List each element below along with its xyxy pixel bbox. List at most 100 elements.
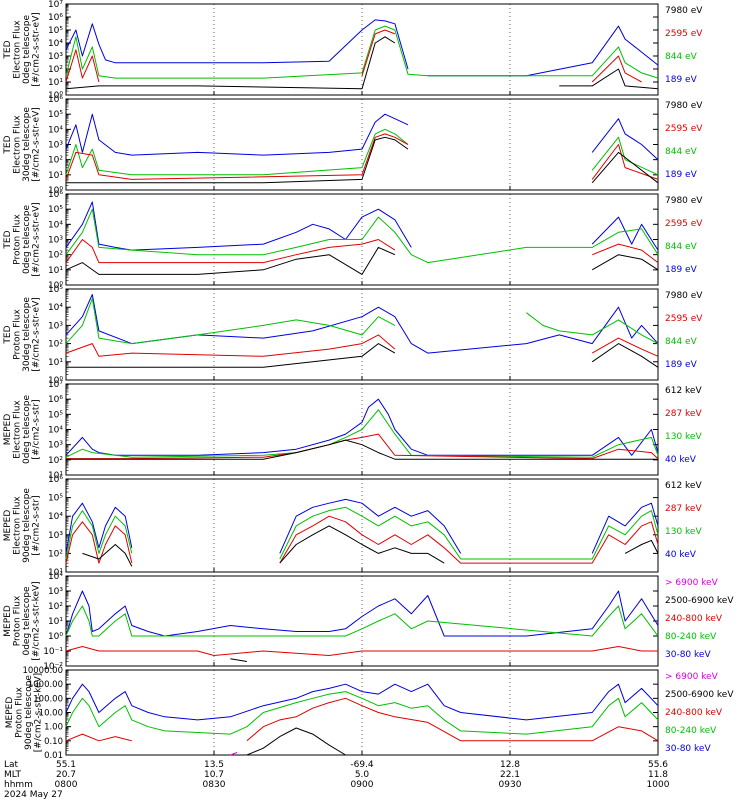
legend-entry: > 6900 keV: [665, 672, 719, 682]
x-tick-label: 1000: [647, 780, 670, 790]
panel-7: 10⁻² 10⁻¹ 10⁰ 10¹ 10² 10³ 10⁴ MEPED Proton Flux 0…: [3, 572, 734, 672]
y-axis-label-line: [#/cm2-s-str-eV]: [32, 297, 42, 372]
x-tick-label: 0930: [499, 780, 522, 790]
y-tick-label: 10¹: [48, 78, 63, 88]
x-tick-label: 55.1: [56, 760, 76, 770]
y-axis-label-line: [#/cm2-s-str-eV]: [32, 12, 42, 87]
legend-entry: 40 keV: [665, 550, 697, 560]
x-tick-label: 55.6: [648, 760, 668, 770]
panel-6: 10¹ 10² 10³ 10⁴ 10⁵ 10⁶ MEPED Electron Flux 90de…: [3, 475, 702, 578]
legend-entry: 2595 eV: [665, 29, 703, 39]
y-axis-label-line: Electron Flux: [13, 400, 23, 459]
y-tick-label: 10⁴: [48, 220, 63, 230]
legend-entry: 612 keV: [665, 481, 702, 491]
legend-entry: 80-240 keV: [665, 726, 717, 736]
series-line: [65, 25, 659, 79]
panel-5: 10¹ 10² 10³ 10⁴ 10⁵ 10⁶ 10⁷ MEPED Electron Flux 0…: [3, 380, 702, 481]
y-axis-label-line: MEPED: [5, 697, 15, 729]
legend-entry: 844 eV: [665, 242, 698, 252]
legend-entry: 130 keV: [665, 527, 702, 537]
y-axis-label-line: TED: [3, 325, 13, 344]
y-tick-label: 10⁵: [48, 410, 63, 420]
y-axis-label: MEPED Proton Flux 90deg telescope [#/cm2-s-…: [5, 673, 44, 752]
legend-entry: 7980 eV: [665, 196, 703, 206]
y-axis-label: TED Proton Flux 0deg telescope [#/cm2-s-str…: [3, 202, 42, 277]
y-tick-label: 10¹: [48, 266, 63, 276]
y-tick-label: 10³: [48, 52, 63, 62]
x-row-label-hhmm: hhmm: [4, 780, 33, 790]
legend-entry: 240-800 keV: [665, 708, 723, 718]
y-axis-label-line: [#/cm2-s-str-keV]: [34, 673, 44, 752]
legend-entry: 2500-6900 keV: [665, 596, 734, 606]
y-tick-label: 10⁵: [48, 285, 63, 295]
panel-2: 10⁰ 10¹ 10² 10³ 10⁴ 10⁵ 10⁶ TED Electron Flux 30d…: [3, 95, 703, 196]
x-tick-label: 12.8: [500, 760, 520, 770]
y-axis-label: MEPED Proton Flux 0deg telescope [#/cm2-s-s…: [3, 581, 42, 660]
legend-entry: 240-800 keV: [665, 614, 723, 624]
series-line: [65, 334, 659, 357]
y-axis-label-line: [#/cm2-s-str-keV]: [32, 581, 42, 660]
x-tick-label: 0900: [351, 780, 374, 790]
panel-4: 10⁰ 10¹ 10² 10³ 10⁴ 10⁵ TED Proton Flux 30deg te…: [3, 285, 703, 386]
y-axis-label-line: Proton Flux: [13, 595, 23, 646]
y-axis-label-line: [#/cm2-s-str]: [32, 399, 42, 459]
y-tick-label: 10⁶: [48, 190, 63, 200]
legend-entry: 844 eV: [665, 337, 698, 347]
y-axis-label-line: MEPED: [3, 510, 13, 542]
legend-entry: 2595 eV: [665, 124, 703, 134]
legend-entry: 130 keV: [665, 432, 702, 442]
series-line: [246, 727, 346, 756]
series-line: [65, 398, 659, 456]
y-tick-label: 10⁰: [48, 281, 63, 291]
series-line: [230, 752, 238, 756]
series-line: [65, 208, 659, 264]
y-axis-label-line: Proton Flux: [13, 214, 23, 265]
legend-entry: 30-80 keV: [665, 744, 711, 754]
y-tick-label: 10²: [48, 549, 63, 559]
x-tick-label: 0800: [55, 780, 78, 790]
x-row-label-lat: Lat: [4, 760, 19, 770]
legend-entry: 7980 eV: [665, 101, 703, 111]
legend-entry: 287 keV: [665, 504, 702, 514]
y-tick-label: 10³: [48, 141, 63, 151]
y-axis-label: MEPED Electron Flux 0deg telescope [#/cm2-s…: [3, 395, 42, 465]
y-tick-label: 10⁴: [48, 512, 63, 522]
x-tick-label: 13.5: [204, 760, 224, 770]
y-tick-label: 10⁰: [48, 632, 63, 642]
y-axis-label-line: 0deg telescope: [22, 586, 32, 656]
legend-entry: 40 keV: [665, 455, 697, 465]
y-tick-label: 10¹: [48, 171, 63, 181]
y-tick-label: 10⁴: [48, 125, 63, 135]
y-axis-label-line: 90deg telescope: [22, 488, 32, 563]
y-axis-label-line: TED: [3, 135, 13, 154]
y-tick-label: 100.00: [33, 694, 63, 704]
series-line: [65, 246, 659, 275]
y-tick-label: 10⁻¹: [43, 647, 63, 657]
y-axis-label-line: Electron Flux: [13, 115, 23, 174]
y-tick-label: 10²: [48, 456, 63, 466]
y-tick-label: 10²: [48, 602, 63, 612]
y-axis-label: TED Electron Flux 0deg telescope [#/cm2-s-s…: [3, 12, 42, 87]
legend-entry: 844 eV: [665, 147, 698, 157]
legend-entry: 189 eV: [665, 265, 698, 275]
series-line: [65, 133, 659, 180]
y-tick-label: 10000.00: [22, 666, 63, 676]
legend-entry: 612 keV: [665, 386, 702, 396]
y-tick-label: 10⁵: [48, 26, 63, 36]
legend-entry: 189 eV: [665, 170, 698, 180]
series-line: [65, 590, 659, 637]
y-tick-label: 10⁶: [48, 395, 63, 405]
series-line: [65, 29, 642, 83]
x-tick-label: 0830: [203, 780, 226, 790]
y-axis-label-line: 30deg telescope: [22, 107, 32, 182]
y-axis-label: MEPED Electron Flux 90deg telescope [#/cm2-…: [3, 488, 42, 563]
panel-1: 10⁰ 10¹ 10² 10³ 10⁴ 10⁵ 10⁶ 10⁷ TED Electron Flux…: [3, 0, 703, 101]
y-axis-label-line: Proton Flux: [15, 687, 25, 738]
series-line: [65, 691, 659, 735]
y-tick-label: 10⁴: [48, 303, 63, 313]
y-tick-label: 10²: [48, 340, 63, 350]
y-tick-label: 10⁶: [48, 13, 63, 23]
y-tick-label: 10⁵: [48, 205, 63, 215]
y-axis-label-line: 0deg telescope: [22, 205, 32, 275]
y-tick-label: 10⁷: [48, 0, 63, 10]
